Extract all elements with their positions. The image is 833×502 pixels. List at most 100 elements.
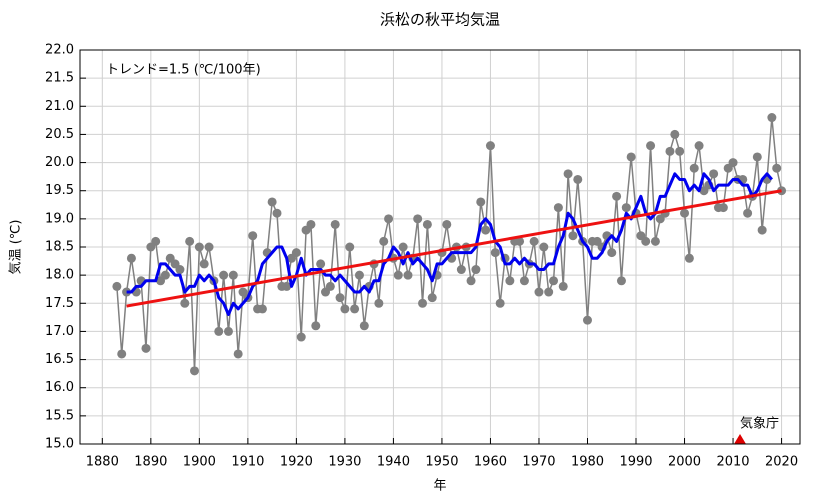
x-tick-label: 1960 xyxy=(474,455,507,470)
data-point xyxy=(141,343,151,353)
data-point xyxy=(743,208,753,218)
data-point xyxy=(694,141,704,151)
data-point xyxy=(670,129,680,139)
plot-frame xyxy=(79,49,801,445)
x-tick-label: 1940 xyxy=(377,455,410,470)
y-tick-label: 17.0 xyxy=(45,324,74,339)
data-point xyxy=(650,236,660,246)
x-tick-label: 2020 xyxy=(765,455,798,470)
data-point xyxy=(219,270,229,280)
data-point xyxy=(573,174,583,184)
y-tick-label: 21.5 xyxy=(45,71,74,86)
data-point xyxy=(490,248,500,258)
y-tick-label: 22.0 xyxy=(45,43,74,58)
data-point xyxy=(616,276,626,286)
series-line xyxy=(126,172,773,317)
x-tick-label: 1990 xyxy=(619,455,652,470)
y-tick-label: 18.0 xyxy=(45,268,74,283)
data-point xyxy=(151,236,161,246)
trend-annotation: トレンド=1.5 (℃/100年) xyxy=(106,63,261,78)
data-point xyxy=(350,304,360,314)
y-tick-label: 20.5 xyxy=(45,127,74,142)
y-tick-label: 15.0 xyxy=(45,437,74,452)
data-point xyxy=(267,197,277,207)
x-tick-label: 1930 xyxy=(328,455,361,470)
data-point xyxy=(675,146,685,156)
data-point xyxy=(505,276,515,286)
y-tick-label: 20.0 xyxy=(45,155,74,170)
data-point xyxy=(665,146,675,156)
data-point xyxy=(568,231,578,241)
y-tick-label: 15.5 xyxy=(45,408,74,423)
data-point xyxy=(728,158,738,168)
x-axis-label: 年 xyxy=(433,479,446,494)
y-tick-label: 17.5 xyxy=(45,296,74,311)
data-point xyxy=(384,214,394,224)
data-point xyxy=(204,242,214,252)
data-point xyxy=(359,321,369,331)
y-tick-label: 19.5 xyxy=(45,183,74,198)
data-point xyxy=(544,287,554,297)
data-point xyxy=(311,321,321,331)
data-point xyxy=(515,236,525,246)
data-point xyxy=(117,349,127,359)
data-point xyxy=(767,113,777,123)
data-point xyxy=(529,236,539,246)
data-point xyxy=(607,248,617,258)
data-point xyxy=(122,287,132,297)
data-point xyxy=(354,270,364,280)
data-point xyxy=(456,265,466,275)
data-point xyxy=(621,203,631,213)
data-point xyxy=(228,270,238,280)
data-point xyxy=(282,281,292,291)
data-point xyxy=(519,276,529,286)
data-point xyxy=(680,208,690,218)
data-point xyxy=(112,281,122,291)
x-tick-label: 1970 xyxy=(522,455,555,470)
data-point xyxy=(442,219,452,229)
y-tick-label: 19.0 xyxy=(45,211,74,226)
series-line xyxy=(126,189,782,308)
data-point xyxy=(418,298,428,308)
data-point xyxy=(752,152,762,162)
y-tick-label: 18.5 xyxy=(45,240,74,255)
data-point xyxy=(175,265,185,275)
data-point xyxy=(466,276,476,286)
data-point xyxy=(393,270,403,280)
data-point xyxy=(291,248,301,258)
data-point xyxy=(330,219,340,229)
data-point xyxy=(413,214,423,224)
x-tick-label: 1920 xyxy=(280,455,313,470)
data-point xyxy=(772,163,782,173)
data-point xyxy=(160,270,170,280)
data-point xyxy=(296,332,306,342)
x-tick-label: 1950 xyxy=(425,455,458,470)
data-point xyxy=(757,225,767,235)
data-point xyxy=(272,208,282,218)
x-tick-label: 1910 xyxy=(231,455,264,470)
data-point xyxy=(345,242,355,252)
x-tick-label: 2000 xyxy=(668,455,701,470)
data-point xyxy=(325,281,335,291)
data-point xyxy=(248,231,258,241)
data-point xyxy=(335,293,345,303)
x-tick-label: 1880 xyxy=(86,455,119,470)
data-point xyxy=(709,169,719,179)
source-label: 気象庁 xyxy=(740,416,779,432)
data-point xyxy=(485,141,495,151)
data-point xyxy=(646,141,656,151)
source-marker xyxy=(734,434,746,444)
data-point xyxy=(689,163,699,173)
data-point xyxy=(481,225,491,235)
y-tick-label: 21.0 xyxy=(45,99,74,114)
data-point xyxy=(316,259,326,269)
data-point xyxy=(563,169,573,179)
data-point xyxy=(582,315,592,325)
data-point xyxy=(612,191,622,201)
data-point xyxy=(190,366,200,376)
data-point xyxy=(257,304,267,314)
data-point xyxy=(495,298,505,308)
x-tick-label: 1900 xyxy=(183,455,216,470)
data-point xyxy=(684,253,694,263)
